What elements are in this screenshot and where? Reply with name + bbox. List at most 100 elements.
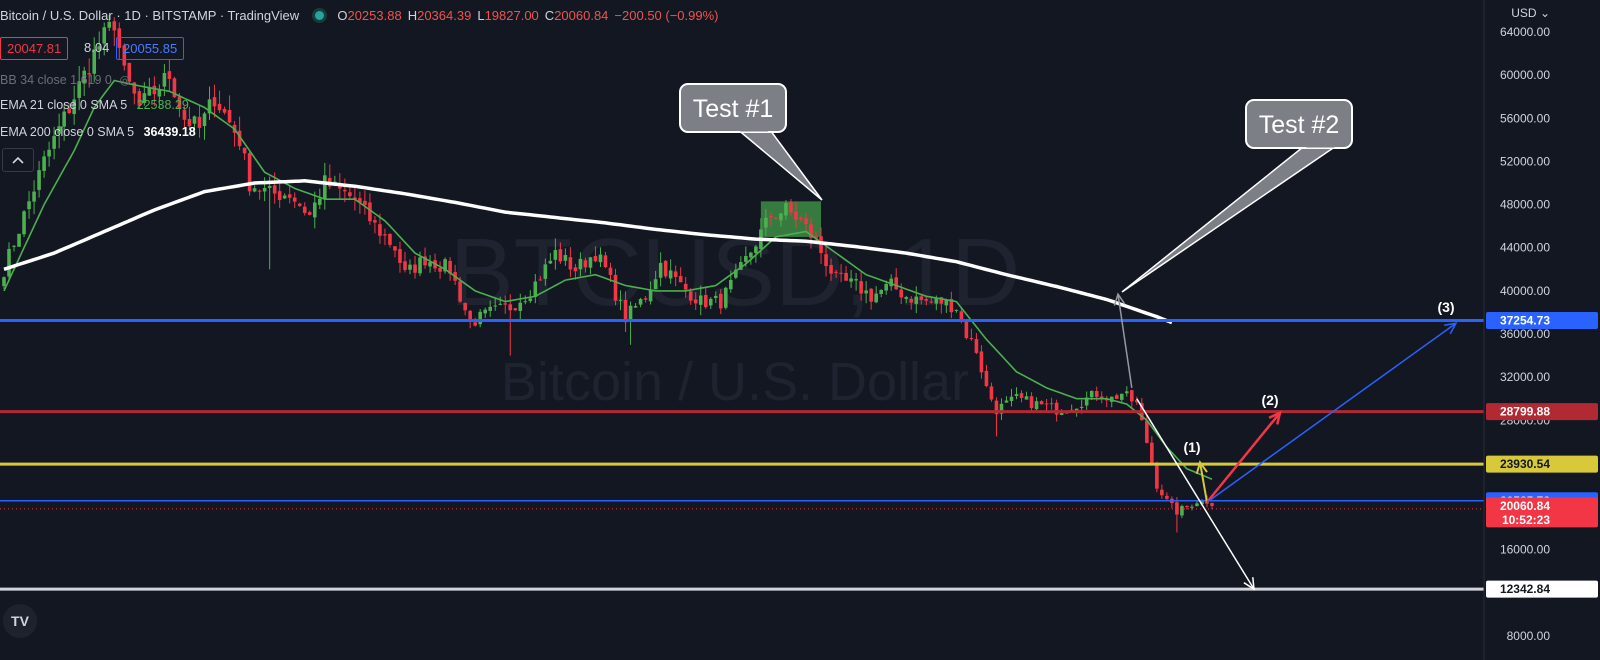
candle-body <box>1074 408 1079 412</box>
indicator-ema21[interactable]: EMA 21 close 0 SMA 5 22538.29 <box>0 98 189 112</box>
candle-body <box>518 302 523 311</box>
candle-body <box>92 49 97 74</box>
candle-body <box>723 287 728 308</box>
candle-body <box>1079 406 1084 408</box>
candle-body <box>137 91 142 106</box>
candle-body <box>27 201 31 210</box>
scenario2-label: (2) <box>1261 392 1278 408</box>
candle-body <box>302 206 307 213</box>
candle-body <box>448 260 452 274</box>
collapse-legend-button[interactable] <box>2 148 34 172</box>
candle-body <box>744 256 748 262</box>
candle-body <box>663 260 668 277</box>
eye-hidden-icon[interactable]: ◎ <box>119 73 131 87</box>
candle-body <box>829 265 833 274</box>
candle-body <box>864 290 868 294</box>
candle-body <box>403 261 407 271</box>
candle-body <box>844 272 848 281</box>
candle-body <box>839 272 843 274</box>
test2-pointer-arrow <box>1117 293 1133 389</box>
candle-body <box>167 71 172 79</box>
candle-body <box>142 93 147 104</box>
candle-body <box>117 28 122 48</box>
candle-body <box>814 236 818 239</box>
candle-body <box>292 197 297 202</box>
candle-body <box>1114 395 1119 399</box>
candle-body <box>1135 400 1139 403</box>
indicator-ema200[interactable]: EMA 200 close 0 SMA 5 36439.18 <box>0 125 196 139</box>
ohlc-key: C <box>544 8 555 23</box>
candle-body <box>598 254 603 263</box>
candle-body <box>297 203 302 206</box>
indicator-ema200-value: 36439.18 <box>143 125 196 139</box>
scenario3-label: (3) <box>1437 299 1454 315</box>
level-tag-red-bg <box>1486 403 1598 421</box>
tradingview-logo-icon[interactable]: TV <box>3 604 37 638</box>
candle-body <box>673 271 678 277</box>
ema200-line <box>3 179 1173 325</box>
currency-selector[interactable]: USD ⌄ <box>1511 6 1550 20</box>
candle-body <box>939 297 944 304</box>
level-tag-yellow: 23930.54 <box>1500 457 1550 471</box>
candle-body <box>368 202 372 222</box>
ohlc-key: L <box>477 8 485 23</box>
market-status-icon <box>314 11 324 20</box>
y-tick-label: 48000.00 <box>1500 198 1550 212</box>
buy-price-button[interactable]: 20055.85 <box>116 37 185 60</box>
candle-body <box>127 62 132 82</box>
level-tag-white-bg <box>1486 580 1598 598</box>
watermark-description: Bitcoin / U.S. Dollar <box>501 352 969 412</box>
candle-body <box>588 257 593 268</box>
sell-price-button[interactable]: 20047.81 <box>0 37 69 60</box>
candle-body <box>488 306 493 311</box>
candle-body <box>242 147 247 154</box>
candle-body <box>618 299 623 301</box>
indicator-ema200-label: EMA 200 close 0 SMA 5 <box>0 125 135 139</box>
candle-body <box>1034 401 1039 410</box>
candle-body <box>493 305 498 307</box>
candle-body <box>969 338 974 340</box>
candle-body <box>708 298 713 306</box>
candle-body <box>774 217 778 219</box>
candle-body <box>994 400 999 415</box>
candle-body <box>608 267 613 275</box>
indicator-ema21-label: EMA 21 close 0 SMA 5 <box>0 98 128 112</box>
candle-body <box>358 198 362 203</box>
candle-body <box>87 73 92 75</box>
candle-body <box>1009 396 1014 402</box>
candle-body <box>1089 390 1094 398</box>
candle-body <box>769 215 773 218</box>
candle-body <box>1014 394 1019 396</box>
candle-body <box>413 264 417 273</box>
candle-body <box>428 262 432 267</box>
symbol-title[interactable]: Bitcoin / U.S. Dollar · 1D · BITSTAMP · … <box>0 8 300 23</box>
candle-body <box>643 298 648 300</box>
candle-body <box>182 109 187 120</box>
candle-body <box>112 21 117 31</box>
candle-body <box>1200 500 1204 505</box>
candle-body <box>849 278 853 282</box>
candle-body <box>914 296 919 304</box>
candle-body <box>478 311 482 325</box>
candle-body <box>132 82 137 94</box>
candle-body <box>383 234 387 236</box>
candle-body <box>688 291 693 301</box>
candle-body <box>317 198 322 205</box>
candle-body <box>593 256 598 262</box>
indicator-bb[interactable]: BB 34 close 1.619 0 ◎ <box>0 72 130 87</box>
candle-body <box>1160 489 1164 496</box>
candle-body <box>693 299 698 304</box>
candle-body <box>959 311 964 320</box>
indicator-ema21-value: 22538.29 <box>136 98 189 112</box>
candle-body <box>473 322 477 326</box>
ohlc-value: −200.50 (−0.99%) <box>614 8 719 23</box>
candle-body <box>533 281 538 298</box>
candle-body <box>498 303 503 305</box>
candle-body <box>67 108 71 114</box>
scenario1-arrow <box>1199 462 1208 503</box>
y-tick-label: 40000.00 <box>1500 284 1550 298</box>
ohlc-value: 20060.84 <box>554 8 609 23</box>
candle-body <box>202 113 207 127</box>
ohlc-key: O <box>337 8 348 23</box>
